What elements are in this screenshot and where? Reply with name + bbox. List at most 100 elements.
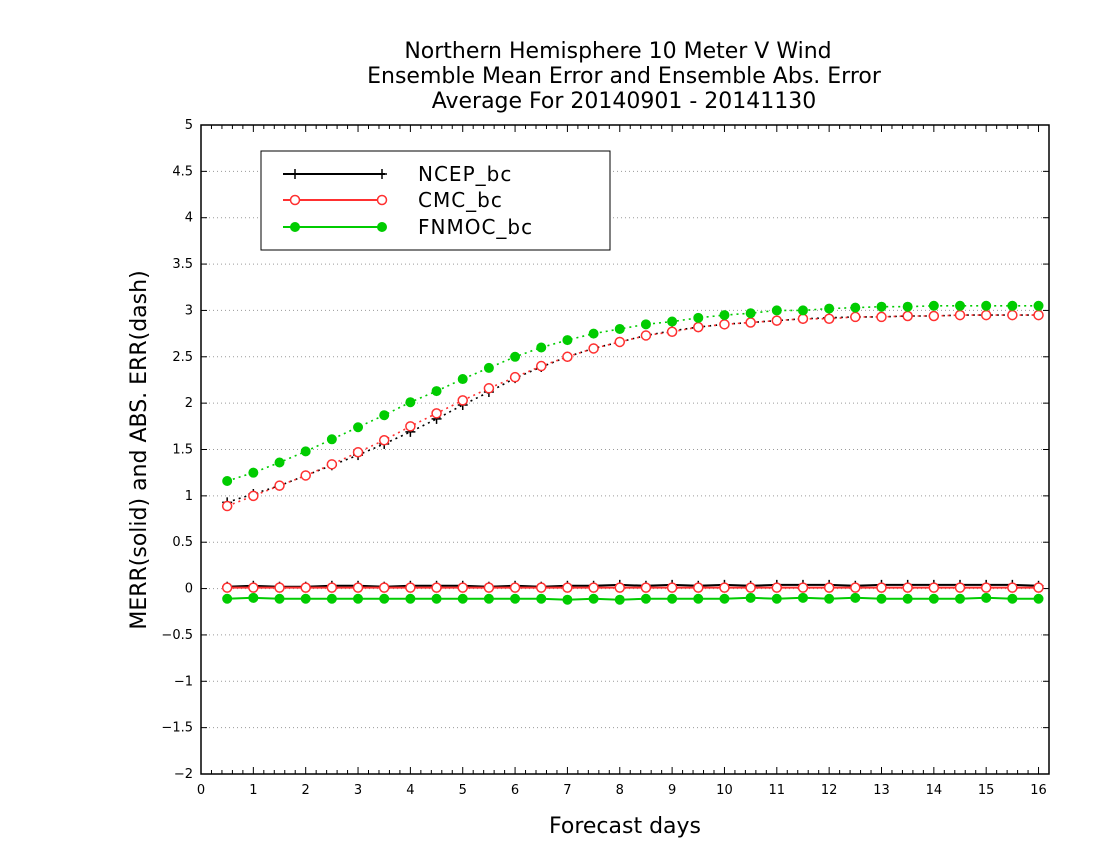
merr-point-FNMOC_bc (719, 593, 730, 604)
merr-point-CMC_bc (509, 582, 521, 593)
merr-point-FNMOC_bc (876, 593, 887, 604)
merr-point-CMC_bc (221, 582, 233, 593)
abs-err-point-FNMOC_bc (1007, 300, 1018, 311)
abs-err-point-CMC_bc (614, 336, 626, 348)
merr-point-FNMOC_bc (1007, 593, 1018, 604)
abs-err-point-FNMOC_bc (510, 351, 521, 362)
series-layer (221, 300, 1044, 605)
abs-err-point-CMC_bc (745, 317, 756, 328)
abs-err-point-CMC_bc (954, 309, 966, 321)
x-tick-label: 8 (616, 783, 624, 798)
chart-title-line-3: Average For 20140901 - 20141130 (432, 89, 817, 114)
merr-point-CMC_bc (666, 582, 678, 593)
merr-point-FNMOC_bc (536, 593, 547, 604)
y-axis: 5 4.5 4 3.5 3 2.5 2 1.5 1 0.5 0 −0.5 −1 −1.5 −2 (161, 118, 1049, 782)
y-tick-label: 2.5 (172, 350, 193, 365)
y-axis-label: MERR(solid) and ABS. ERR(dash) (127, 270, 152, 629)
abs-err-point-CMC_bc (483, 383, 495, 394)
x-axis: 0 1 2 3 4 5 6 7 8 9 10 11 12 13 14 15 16 (197, 125, 1050, 798)
merr-point-CMC_bc (876, 582, 887, 593)
abs-err-point-CMC_bc (666, 326, 678, 338)
abs-err-point-FNMOC_bc (588, 328, 599, 339)
abs-err-point-FNMOC_bc (431, 386, 442, 397)
abs-err-point-FNMOC_bc (745, 308, 756, 319)
abs-err-line-FNMOC_bc (226, 304, 1039, 482)
merr-point-FNMOC_bc (850, 592, 861, 603)
merr-point-CMC_bc (771, 582, 783, 593)
merr-point-FNMOC_bc (248, 592, 259, 603)
abs-err-point-FNMOC_bc (981, 300, 992, 311)
merr-point-CMC_bc (902, 582, 913, 593)
y-tick-label: −0.5 (161, 628, 193, 643)
merr-point-CMC_bc (431, 582, 442, 593)
abs-err-point-CMC_bc (352, 447, 364, 458)
abs-err-point-FNMOC_bc (824, 303, 835, 314)
merr-point-FNMOC_bc (300, 593, 311, 604)
chart-title-line-2: Ensemble Mean Error and Ensemble Abs. Er… (367, 64, 882, 89)
abs-err-point-CMC_bc (850, 311, 861, 323)
merr-point-CMC_bc (614, 582, 626, 593)
merr-point-CMC_bc (378, 582, 390, 593)
abs-err-point-CMC_bc (1007, 309, 1018, 321)
abs-err-point-FNMOC_bc (562, 335, 573, 346)
merr-point-FNMOC_bc (562, 594, 573, 605)
abs-err-point-FNMOC_bc (274, 457, 285, 468)
y-tick-label: 4.5 (172, 164, 193, 179)
abs-err-line-CMC_bc (226, 314, 1039, 507)
legend-marker-NCEP_bc (290, 169, 300, 179)
merr-point-FNMOC_bc (824, 593, 835, 604)
abs-err-point-CMC_bc (902, 310, 913, 322)
abs-err-point-FNMOC_bc (483, 362, 494, 373)
abs-err-point-FNMOC_bc (719, 310, 730, 321)
merr-point-CMC_bc (823, 582, 835, 593)
abs-err-point-FNMOC_bc (640, 319, 651, 330)
merr-point-CMC_bc (535, 582, 547, 593)
merr-point-FNMOC_bc (771, 593, 782, 604)
x-axis-label: Forecast days (549, 814, 701, 839)
legend-label-NCEP_bc: NCEP_bc (418, 162, 512, 186)
abs-err-point-CMC_bc (588, 343, 599, 354)
x-tick-label: 11 (769, 783, 786, 798)
abs-err-point-CMC_bc (797, 313, 809, 325)
abs-err-point-CMC_bc (771, 315, 783, 326)
chart-title-line-1: Northern Hemisphere 10 Meter V Wind (404, 39, 831, 64)
abs-err-point-CMC_bc (693, 321, 704, 333)
merr-point-FNMOC_bc (483, 593, 494, 604)
abs-err-point-CMC_bc (405, 421, 416, 432)
y-tick-label: 0.5 (172, 535, 193, 550)
merr-point-CMC_bc (483, 582, 495, 593)
abs-err-point-CMC_bc (1033, 309, 1044, 321)
x-tick-label: 1 (249, 783, 257, 798)
x-tick-label: 4 (406, 783, 414, 798)
merr-point-CMC_bc (797, 582, 809, 593)
abs-err-point-FNMOC_bc (536, 342, 547, 353)
abs-err-point-FNMOC_bc (667, 316, 678, 327)
abs-err-point-CMC_bc (221, 500, 233, 512)
abs-err-point-CMC_bc (719, 319, 730, 330)
abs-err-point-FNMOC_bc (693, 312, 704, 323)
merr-point-CMC_bc (248, 582, 259, 593)
merr-point-CMC_bc (954, 582, 966, 593)
x-tick-label: 0 (197, 783, 205, 798)
merr-point-FNMOC_bc (353, 593, 364, 604)
merr-point-CMC_bc (980, 582, 992, 593)
abs-err-point-FNMOC_bc (222, 476, 233, 487)
abs-err-point-CMC_bc (876, 311, 887, 323)
merr-point-CMC_bc (1033, 582, 1044, 593)
x-tick-label: 6 (511, 783, 519, 798)
x-tick-label: 9 (668, 783, 676, 798)
x-tick-label: 13 (873, 783, 890, 798)
merr-point-FNMOC_bc (667, 593, 678, 604)
merr-point-FNMOC_bc (379, 593, 390, 604)
merr-point-FNMOC_bc (797, 592, 808, 603)
merr-point-FNMOC_bc (693, 593, 704, 604)
merr-point-CMC_bc (405, 582, 416, 593)
merr-point-CMC_bc (719, 582, 730, 593)
legend-label-FNMOC_bc: FNMOC_bc (418, 215, 533, 239)
merr-point-CMC_bc (588, 582, 599, 593)
merr-point-CMC_bc (745, 582, 756, 593)
abs-err-point-CMC_bc (431, 408, 442, 419)
